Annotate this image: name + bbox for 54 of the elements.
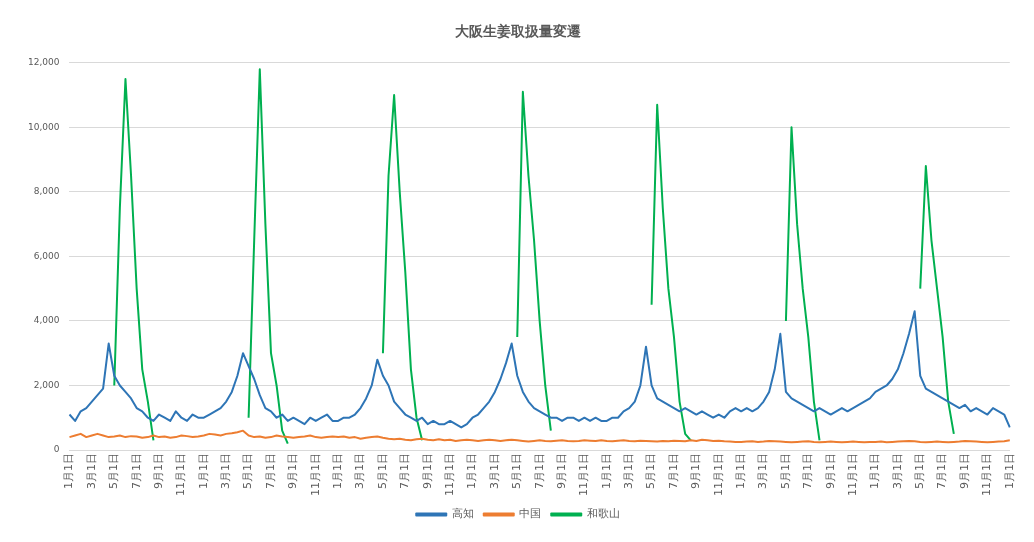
- x-tick-label: 3月1日: [756, 453, 770, 489]
- y-tick-label: 12,000: [27, 57, 60, 68]
- x-tick-label: 7月1日: [935, 453, 949, 489]
- y-tick-label: 8,000: [33, 186, 60, 197]
- legend-label: 中国: [519, 507, 542, 521]
- x-tick-label: 3月1日: [622, 453, 636, 489]
- y-tick-label: 6,000: [33, 250, 60, 261]
- y-tick-label: 2,000: [33, 379, 60, 390]
- x-tick-label: 5月1日: [375, 453, 389, 489]
- x-tick-label: 9月1日: [420, 453, 434, 489]
- x-tick-label: 11月1日: [845, 453, 859, 496]
- x-tick-label: 3月1日: [84, 453, 98, 489]
- legend-label: 和歌山: [586, 507, 620, 521]
- x-tick-label: 5月1日: [644, 453, 658, 489]
- x-tick-label: 11月1日: [308, 453, 322, 496]
- y-tick-label: 4,000: [33, 315, 60, 326]
- x-tick-label: 5月1日: [107, 453, 121, 489]
- x-tick-label: 1月1日: [196, 453, 210, 489]
- chart-title: 大阪生姜取扱量変遷: [455, 23, 582, 40]
- x-tick-label: 9月1日: [689, 453, 703, 489]
- y-tick-label: 0: [53, 444, 60, 455]
- x-tick-label: 9月1日: [286, 453, 300, 489]
- x-tick-label: 3月1日: [890, 453, 904, 489]
- x-tick-label: 7月1日: [801, 453, 815, 489]
- x-tick-label: 1月1日: [465, 453, 479, 489]
- x-tick-label: 9月1日: [823, 453, 837, 489]
- x-tick-label: 5月1日: [510, 453, 524, 489]
- x-tick-label: 1月1日: [599, 453, 613, 489]
- y-tick-label: 10,000: [27, 121, 60, 132]
- x-tick-label: 7月1日: [398, 453, 412, 489]
- x-tick-label: 1月1日: [62, 453, 76, 489]
- x-tick-label: 11月1日: [577, 453, 591, 496]
- x-tick-label: 5月1日: [913, 453, 927, 489]
- x-tick-label: 1月1日: [1002, 453, 1016, 489]
- x-tick-label: 1月1日: [868, 453, 882, 489]
- x-tick-label: 7月1日: [532, 453, 546, 489]
- legend-label: 高知: [451, 507, 474, 521]
- x-tick-label: 7月1日: [129, 453, 143, 489]
- x-tick-label: 3月1日: [353, 453, 367, 489]
- x-tick-label: 9月1日: [957, 453, 971, 489]
- x-tick-label: 11月1日: [174, 453, 188, 496]
- x-tick-label: 7月1日: [263, 453, 277, 489]
- x-tick-label: 3月1日: [219, 453, 233, 489]
- x-tick-label: 5月1日: [778, 453, 792, 489]
- x-tick-label: 5月1日: [241, 453, 255, 489]
- x-tick-label: 3月1日: [487, 453, 501, 489]
- x-tick-label: 9月1日: [151, 453, 165, 489]
- x-tick-label: 1月1日: [331, 453, 345, 489]
- x-tick-label: 7月1日: [666, 453, 680, 489]
- x-tick-label: 9月1日: [554, 453, 568, 489]
- x-tick-label: 11月1日: [711, 453, 725, 496]
- x-tick-label: 11月1日: [442, 453, 456, 496]
- x-tick-label: 1月1日: [734, 453, 747, 489]
- x-tick-label: 11月1日: [980, 453, 994, 496]
